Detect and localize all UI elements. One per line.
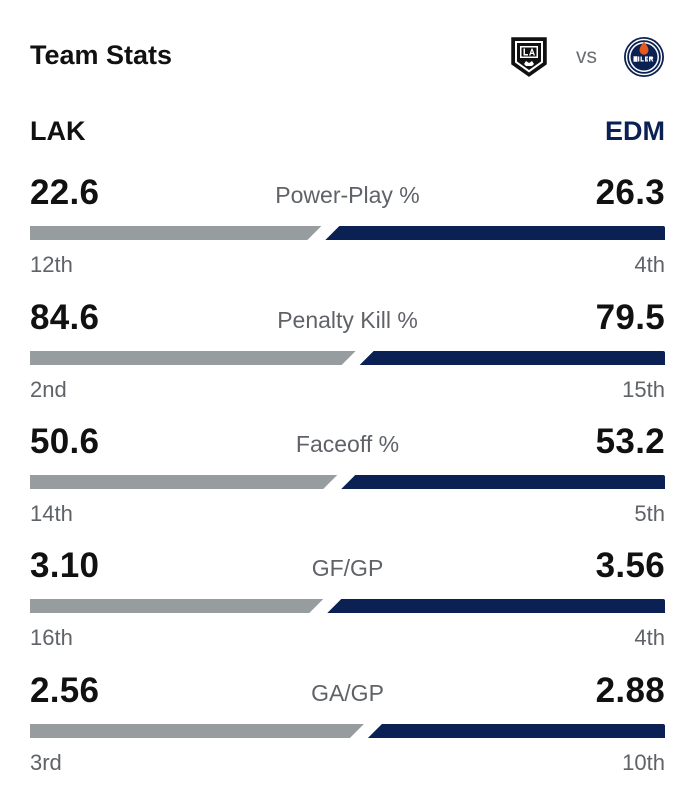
stat-left-rank: 3rd bbox=[30, 750, 62, 775]
team-labels-row: LAK EDM bbox=[30, 116, 665, 150]
stat-right-rank: 15th bbox=[622, 377, 665, 402]
comparison-bar bbox=[30, 724, 665, 738]
stat-row: 2.56 GA/GP 2.88 3rd 10th bbox=[30, 671, 665, 781]
left-team-bar bbox=[30, 599, 324, 613]
stat-right-value: 79.5 bbox=[595, 298, 665, 337]
stat-right-value: 2.88 bbox=[595, 671, 665, 710]
team-stats-header: Team Stats vs bbox=[30, 36, 665, 78]
stat-left-value: 22.6 bbox=[30, 173, 100, 212]
stat-left-value: 3.10 bbox=[30, 546, 100, 585]
right-team-bar bbox=[367, 724, 665, 738]
right-team-bar bbox=[359, 351, 665, 365]
stat-left-rank: 14th bbox=[30, 501, 73, 526]
comparison-bar bbox=[30, 599, 665, 613]
vs-label: vs bbox=[576, 45, 597, 68]
left-team-bar bbox=[30, 475, 338, 489]
comparison-bar bbox=[30, 475, 665, 489]
page-title: Team Stats bbox=[30, 40, 173, 70]
stat-label: GA/GP bbox=[311, 680, 384, 706]
stat-left-value: 2.56 bbox=[30, 671, 100, 710]
right-team-bar bbox=[327, 599, 665, 613]
left-team-bar bbox=[30, 226, 322, 240]
oilers-drop-logo-icon[interactable] bbox=[623, 36, 665, 78]
stat-right-value: 3.56 bbox=[595, 546, 665, 585]
stat-label: Penalty Kill % bbox=[277, 307, 418, 333]
stat-row: 84.6 Penalty Kill % 79.5 2nd 15th bbox=[30, 298, 665, 408]
left-team-bar bbox=[30, 351, 356, 365]
stat-left-value: 84.6 bbox=[30, 298, 100, 337]
stat-row: 3.10 GF/GP 3.56 16th 4th bbox=[30, 546, 665, 656]
stat-row: 50.6 Faceoff % 53.2 14th 5th bbox=[30, 422, 665, 532]
stat-left-rank: 16th bbox=[30, 625, 73, 650]
left-team-bar bbox=[30, 724, 364, 738]
team-left-abbr: LAK bbox=[30, 116, 86, 146]
team-right-abbr: EDM bbox=[605, 116, 665, 146]
stat-left-rank: 12th bbox=[30, 252, 73, 277]
comparison-bar bbox=[30, 226, 665, 240]
comparison-bar bbox=[30, 351, 665, 365]
stat-right-rank: 10th bbox=[622, 750, 665, 775]
stat-row: 22.6 Power-Play % 26.3 12th 4th bbox=[30, 173, 665, 283]
stat-label: Faceoff % bbox=[295, 431, 400, 457]
stat-label: GF/GP bbox=[311, 555, 384, 581]
matchup-logos: vs bbox=[510, 36, 665, 78]
stat-right-value: 53.2 bbox=[595, 422, 665, 461]
right-team-bar bbox=[341, 475, 665, 489]
stat-left-rank: 2nd bbox=[30, 377, 67, 402]
stat-right-rank: 4th bbox=[634, 252, 665, 277]
stat-label: Power-Play % bbox=[275, 182, 420, 208]
stat-right-rank: 4th bbox=[634, 625, 665, 650]
kings-crown-logo-icon[interactable] bbox=[510, 36, 548, 78]
stat-right-value: 26.3 bbox=[595, 173, 665, 212]
stat-left-value: 50.6 bbox=[30, 422, 100, 461]
right-team-bar bbox=[325, 226, 665, 240]
stat-right-rank: 5th bbox=[634, 501, 665, 526]
